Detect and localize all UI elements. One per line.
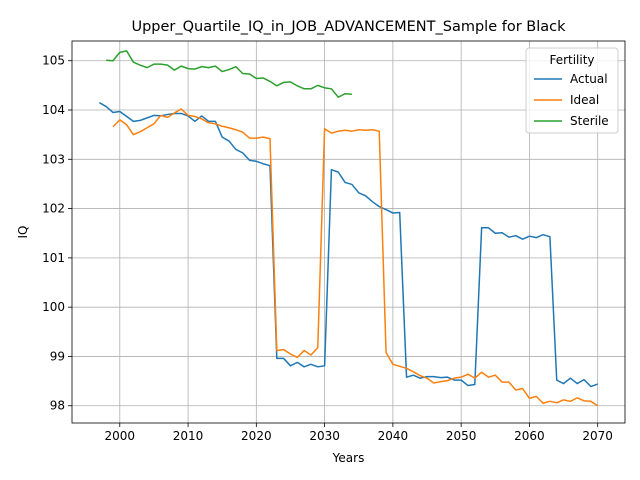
y-tick-label: 105 [42, 54, 65, 68]
legend-label-actual: Actual [570, 72, 608, 86]
x-tick-label: 2020 [241, 429, 272, 443]
y-tick-label: 98 [50, 399, 65, 413]
series-line-ideal [112, 108, 599, 407]
legend-box [525, 47, 619, 134]
x-tick-label: 2070 [582, 429, 613, 443]
legend-label-sterile: Sterile [570, 114, 609, 128]
x-axis-label: Years [332, 451, 365, 465]
series-lines [98, 50, 599, 407]
y-tick-label: 99 [50, 349, 65, 363]
axis-ticks: 2000 2010 2020 2030 2040 2050 2060 2070 98 99 100 1… [42, 54, 613, 443]
x-tick-label: 2060 [514, 429, 545, 443]
y-tick-label: 100 [42, 300, 65, 314]
plot-frame [71, 40, 626, 424]
legend: Fertility Actual Ideal Sterile [525, 47, 619, 134]
x-tick-label: 2010 [173, 429, 204, 443]
x-tick-label: 2040 [378, 429, 409, 443]
x-tick-label: 2000 [105, 429, 136, 443]
legend-title: Fertility [549, 53, 594, 67]
y-tick-label: 101 [42, 251, 65, 265]
chart-title: Upper_Quartile_IQ_in_JOB_ADVANCEMENT_Sam… [131, 19, 566, 35]
series-line-sterile [106, 50, 352, 98]
y-tick-label: 102 [42, 202, 65, 216]
x-tick-label: 2030 [309, 429, 340, 443]
y-axis-label: IQ [16, 226, 30, 239]
legend-label-ideal: Ideal [570, 93, 599, 107]
series-line-actual [98, 101, 598, 388]
x-tick-label: 2050 [446, 429, 477, 443]
y-tick-label: 103 [42, 152, 65, 166]
y-tick-label: 104 [42, 103, 65, 117]
